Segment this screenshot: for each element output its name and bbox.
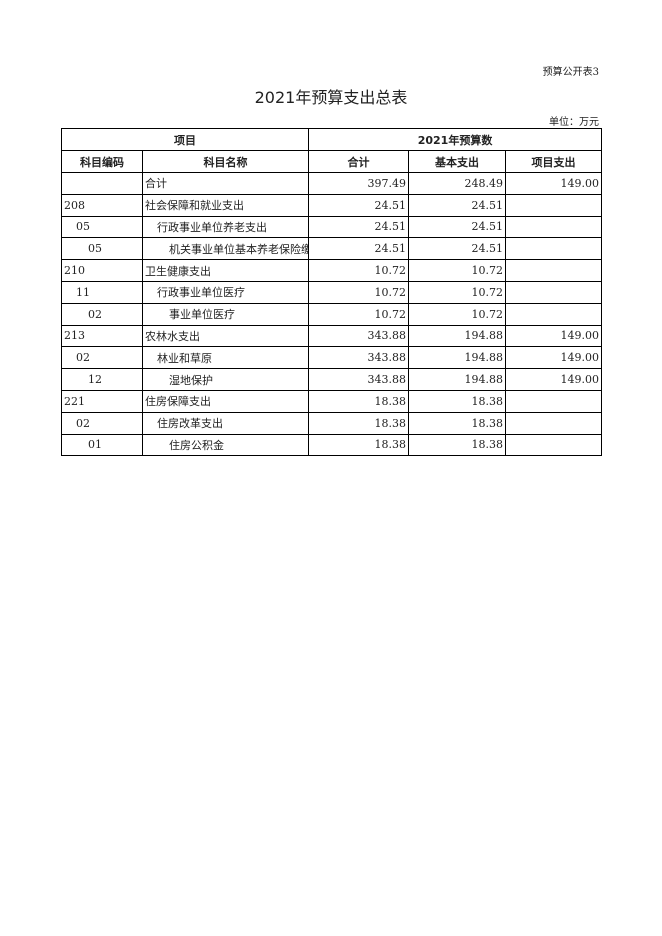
cell-project — [504, 259, 603, 282]
cell-basic: 24.51 — [408, 237, 506, 261]
cell-code — [61, 172, 143, 195]
header-basic: 基本支出 — [408, 150, 506, 173]
budget-expenditure-table: 项目 2021年预算数 科目编码 科目名称 合计 基本支出 项目支出 合计 397… — [61, 128, 603, 457]
table-row: 12 湿地保护 343.88 194.88 149.00 — [61, 368, 603, 391]
cell-code: 221 — [61, 389, 143, 413]
cell-code: 12 — [61, 368, 143, 391]
table-row: 05 行政事业单位养老支出 24.51 24.51 — [61, 215, 603, 239]
cell-code: 210 — [61, 259, 143, 282]
cell-name: 农林水支出 — [142, 324, 309, 348]
cell-project — [504, 302, 603, 326]
cell-basic: 10.72 — [408, 259, 506, 282]
header-row-group: 项目 2021年预算数 — [61, 128, 603, 151]
header-budget: 2021年预算数 — [307, 128, 603, 151]
header-item: 项目 — [61, 128, 309, 151]
cell-code: 01 — [61, 433, 143, 457]
unit-label: 单位：万元 — [549, 117, 599, 128]
table-row: 01 住房公积金 18.38 18.38 — [61, 433, 603, 457]
table-row: 02 林业和草原 343.88 194.88 149.00 — [61, 346, 603, 370]
cell-basic: 194.88 — [408, 346, 506, 370]
cell-name: 机关事业单位基本养老保险缴费支出 — [142, 237, 309, 261]
cell-name: 事业单位医疗 — [142, 302, 309, 326]
cell-project — [504, 237, 603, 261]
cell-total: 24.51 — [308, 215, 409, 239]
cell-code: 05 — [61, 215, 143, 239]
cell-name: 行政事业单位养老支出 — [142, 215, 309, 239]
form-number: 预算公开表3 — [542, 67, 599, 78]
cell-basic: 10.72 — [408, 302, 506, 326]
table-row: 合计 397.49 248.49 149.00 — [61, 172, 603, 195]
cell-code: 208 — [61, 193, 143, 217]
cell-project — [504, 433, 603, 457]
cell-total: 343.88 — [308, 346, 409, 370]
cell-name: 社会保障和就业支出 — [142, 193, 309, 217]
table-row: 210 卫生健康支出 10.72 10.72 — [61, 259, 603, 282]
table-row: 11 行政事业单位医疗 10.72 10.72 — [61, 280, 603, 304]
page-title: 2021年预算支出总表 — [254, 88, 408, 107]
table-row: 213 农林水支出 343.88 194.88 149.00 — [61, 324, 603, 348]
table-row: 221 住房保障支出 18.38 18.38 — [61, 389, 603, 413]
header-total: 合计 — [308, 150, 409, 173]
cell-basic: 18.38 — [408, 411, 506, 435]
cell-code: 02 — [61, 302, 143, 326]
header-project: 项目支出 — [504, 150, 603, 173]
cell-project — [504, 411, 603, 435]
cell-project — [504, 280, 603, 304]
cell-basic: 24.51 — [408, 215, 506, 239]
cell-project — [504, 193, 603, 217]
cell-project: 149.00 — [504, 368, 603, 391]
cell-basic: 194.88 — [408, 324, 506, 348]
cell-basic: 10.72 — [408, 280, 506, 304]
cell-total: 10.72 — [308, 280, 409, 304]
table-row: 02 住房改革支出 18.38 18.38 — [61, 411, 603, 435]
header-row-columns: 科目编码 科目名称 合计 基本支出 项目支出 — [61, 150, 603, 173]
cell-name: 住房改革支出 — [142, 411, 309, 435]
cell-name: 住房公积金 — [142, 433, 309, 457]
cell-project: 149.00 — [504, 172, 603, 195]
cell-code: 05 — [61, 237, 143, 261]
cell-project — [504, 215, 603, 239]
cell-code: 213 — [61, 324, 143, 348]
cell-total: 397.49 — [308, 172, 409, 195]
cell-code: 11 — [61, 280, 143, 304]
header-name: 科目名称 — [142, 150, 309, 173]
cell-code: 02 — [61, 346, 143, 370]
cell-basic: 24.51 — [408, 193, 506, 217]
cell-total: 24.51 — [308, 193, 409, 217]
cell-total: 18.38 — [308, 389, 409, 413]
cell-project — [504, 389, 603, 413]
cell-total: 343.88 — [308, 368, 409, 391]
cell-project: 149.00 — [504, 346, 603, 370]
cell-name: 林业和草原 — [142, 346, 309, 370]
cell-total: 343.88 — [308, 324, 409, 348]
cell-project: 149.00 — [504, 324, 603, 348]
cell-total: 24.51 — [308, 237, 409, 261]
cell-basic: 194.88 — [408, 368, 506, 391]
cell-name: 行政事业单位医疗 — [142, 280, 309, 304]
cell-total: 10.72 — [308, 259, 409, 282]
cell-total: 18.38 — [308, 433, 409, 457]
cell-name: 卫生健康支出 — [142, 259, 309, 282]
cell-basic: 18.38 — [408, 433, 506, 457]
table-row: 02 事业单位医疗 10.72 10.72 — [61, 302, 603, 326]
table-row: 208 社会保障和就业支出 24.51 24.51 — [61, 193, 603, 217]
cell-total: 18.38 — [308, 411, 409, 435]
cell-name: 合计 — [142, 172, 309, 195]
cell-code: 02 — [61, 411, 143, 435]
cell-name: 住房保障支出 — [142, 389, 309, 413]
cell-total: 10.72 — [308, 302, 409, 326]
cell-basic: 18.38 — [408, 389, 506, 413]
cell-basic: 248.49 — [408, 172, 506, 195]
header-code: 科目编码 — [61, 150, 143, 173]
cell-name: 湿地保护 — [142, 368, 309, 391]
